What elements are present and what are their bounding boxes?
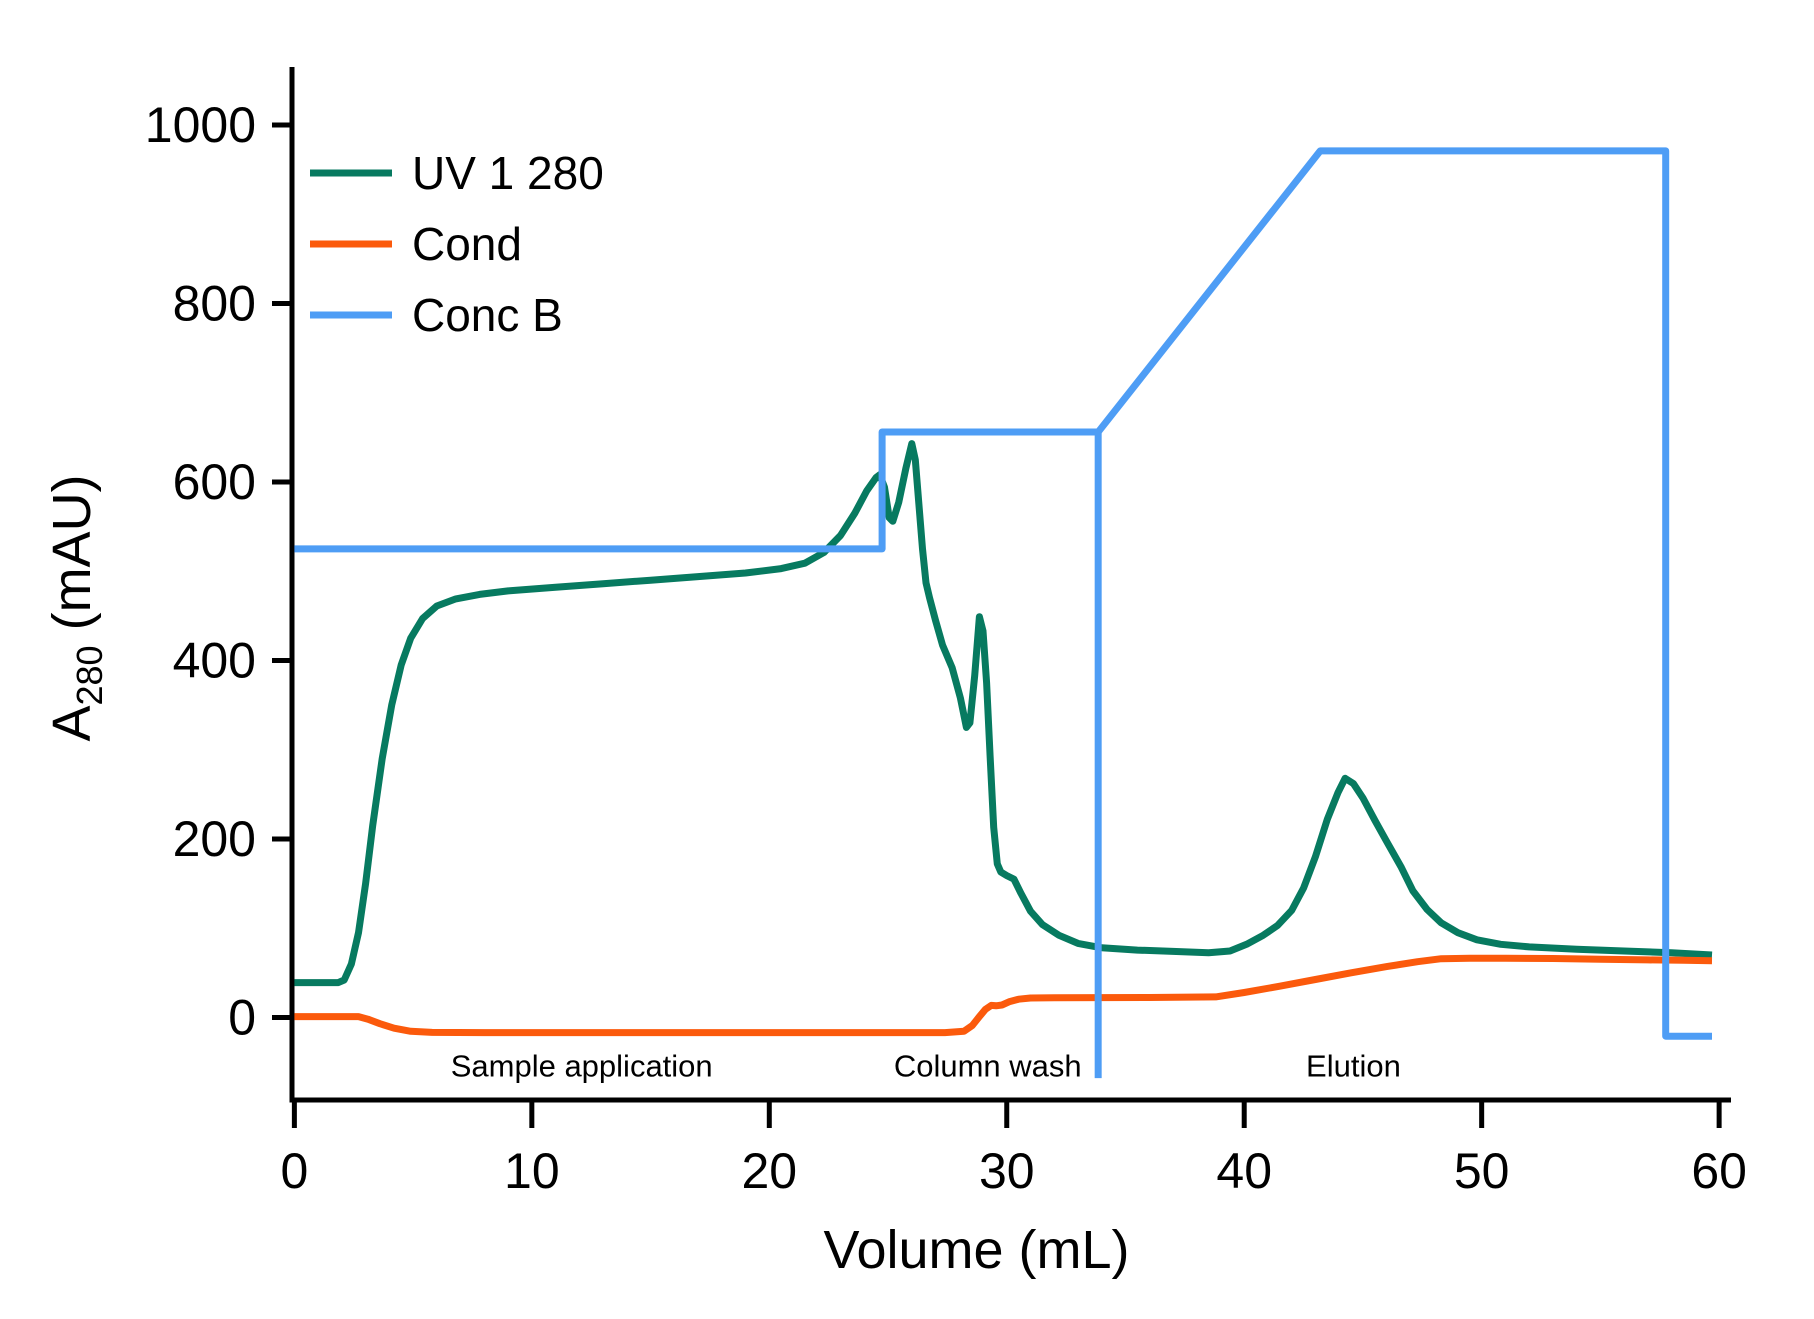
x-axis-title: Volume (mL): [823, 1220, 1129, 1280]
y-tick-label: 400: [173, 632, 256, 688]
legend-layer: UV 1 280 Cond Conc B: [310, 147, 604, 341]
series-line-conc-b: [294, 147, 1712, 1040]
x-tick-label: 60: [1691, 1143, 1747, 1199]
series-line-uv-1-280: [294, 440, 1713, 987]
annotations-layer: Sample application Column wash Elution: [451, 1049, 1401, 1084]
phase-annotation: Elution: [1306, 1049, 1401, 1084]
legend-label-cond: Cond: [412, 218, 522, 270]
series-line-cond: [294, 954, 1713, 1037]
legend-label-uv-1-280: UV 1 280: [412, 147, 604, 199]
phase-annotation: Column wash: [894, 1049, 1082, 1084]
x-tick-label: 10: [504, 1143, 560, 1199]
series-layer: [294, 147, 1713, 1079]
y-tick-label: 800: [173, 275, 256, 331]
y-axis-title: A280 (mAU): [42, 474, 110, 741]
x-tick-label: 30: [979, 1143, 1035, 1199]
y-tick-label: 0: [228, 989, 256, 1045]
y-tick-label: 600: [173, 454, 256, 510]
x-tick-label: 20: [741, 1143, 797, 1199]
legend-label-conc-b: Conc B: [412, 289, 563, 341]
phase-annotation: Sample application: [451, 1049, 713, 1084]
y-tick-label: 1000: [145, 97, 256, 153]
x-tick-label: 40: [1216, 1143, 1272, 1199]
x-tick-label: 50: [1454, 1143, 1510, 1199]
y-tick-label: 200: [173, 811, 256, 867]
x-tick-label: 0: [280, 1143, 308, 1199]
